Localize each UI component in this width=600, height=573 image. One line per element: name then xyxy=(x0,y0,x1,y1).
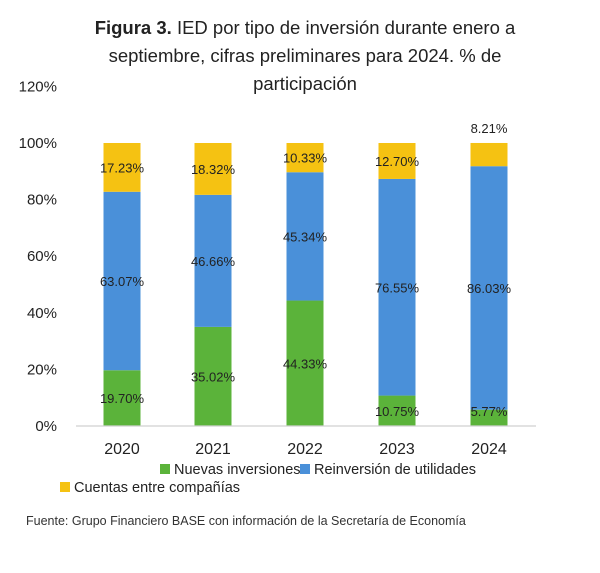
data-label: 17.23% xyxy=(100,160,145,175)
data-label: 10.33% xyxy=(283,151,328,166)
data-label: 45.34% xyxy=(283,229,328,244)
bar-segment-2021-0 xyxy=(194,326,232,426)
legend-swatch-blue xyxy=(300,464,310,474)
y-tick-label: 0% xyxy=(35,418,57,435)
legend-swatch-yellow xyxy=(60,482,70,492)
x-tick-label: 2021 xyxy=(195,441,231,458)
bar-segment-2021-1 xyxy=(194,194,232,327)
bar-segment-2023-0 xyxy=(378,395,416,426)
bar-segment-2020-2 xyxy=(103,143,141,192)
data-label: 19.70% xyxy=(100,391,145,406)
data-label: 8.21% xyxy=(471,121,508,136)
data-label: 10.75% xyxy=(375,404,420,419)
bar-segment-2020-0 xyxy=(103,370,141,426)
data-label: 5.77% xyxy=(471,404,508,419)
bar-segment-2024-0 xyxy=(470,409,508,426)
y-tick-label: 40% xyxy=(27,305,57,322)
y-tick-label: 100% xyxy=(19,135,57,152)
bar-segment-2022-2 xyxy=(286,143,324,173)
data-label: 63.07% xyxy=(100,274,145,289)
data-label: 44.33% xyxy=(283,356,328,371)
legend-item-reinversion: Reinversión de utilidades xyxy=(300,462,476,478)
bar-segment-2024-1 xyxy=(470,166,508,410)
y-tick-label: 80% xyxy=(27,192,57,209)
bar-segment-2023-2 xyxy=(378,143,416,179)
legend-label: Cuentas entre compañías xyxy=(74,480,241,496)
chart-title-text: IED por tipo de inversión durante enero … xyxy=(108,17,516,94)
legend-label: Reinversión de utilidades xyxy=(314,462,477,478)
bar-segment-2022-1 xyxy=(286,172,324,301)
data-label: 46.66% xyxy=(191,254,236,269)
bar-segment-2021-2 xyxy=(194,143,232,195)
y-tick-label: 60% xyxy=(27,248,57,265)
data-label: 86.03% xyxy=(467,281,512,296)
data-label: 76.55% xyxy=(375,280,420,295)
data-label: 35.02% xyxy=(191,369,236,384)
chart-title-bold: Figura 3. xyxy=(94,17,172,38)
bar-segment-2020-1 xyxy=(103,191,141,371)
y-tick-label: 20% xyxy=(27,361,57,378)
x-tick-label: 2023 xyxy=(379,441,415,458)
chart-title: Figura 3. IED por tipo de inversión dura… xyxy=(60,14,550,98)
source-note: Fuente: Grupo Financiero BASE con inform… xyxy=(26,514,466,528)
bar-segment-2023-1 xyxy=(378,178,416,396)
bar-segment-2022-0 xyxy=(286,300,324,426)
x-tick-label: 2022 xyxy=(287,441,323,458)
data-label: 12.70% xyxy=(375,154,420,169)
legend-swatch-green xyxy=(160,464,170,474)
x-tick-label: 2024 xyxy=(471,441,507,458)
data-label: 18.32% xyxy=(191,162,236,177)
y-tick-label: 120% xyxy=(19,78,57,95)
x-tick-label: 2020 xyxy=(104,441,140,458)
legend-item-nuevas: Nuevas inversiones xyxy=(160,462,301,478)
bar-segment-2024-2 xyxy=(470,142,508,167)
legend-item-cuentas: Cuentas entre compañías xyxy=(60,480,240,496)
legend-label: Nuevas inversiones xyxy=(174,462,301,478)
